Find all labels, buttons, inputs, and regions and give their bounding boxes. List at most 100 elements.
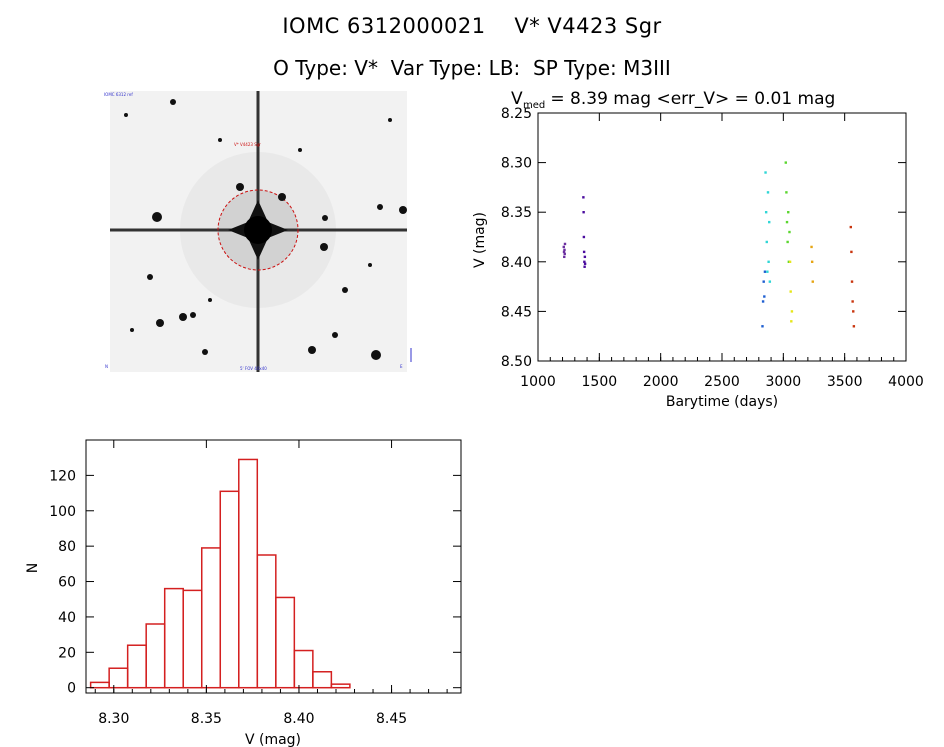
lc-data-point [766,270,769,273]
lc-x-tick-label: 3500 [827,374,863,390]
lc-data-point [850,250,853,254]
histogram-x-axis-label: V (mag) [245,732,301,747]
lc-data-point [785,220,789,224]
image-corner-left: N [105,364,108,369]
star-dot [368,263,372,267]
star-dot [308,346,316,354]
lc-data-point [784,161,787,164]
lc-data-point [582,235,586,239]
lc-data-point [768,220,771,224]
histogram-bar [182,589,203,689]
lc-data-point [764,171,767,174]
hist-x-tick-label: 8.35 [191,711,222,727]
lc-data-point [767,260,770,263]
lc-data-point [762,280,765,283]
histogram-panel: 8.30 8.35 8.40 8.45 0 20 40 60 80 100 120 V (mag)… [25,439,462,747]
lc-data-point [583,260,586,263]
star-dot [399,206,407,214]
lc-data-point [763,270,767,273]
lc-x-tick-label: 1000 [520,374,556,390]
histogram-y-axis-label: N [25,563,41,573]
lc-data-point [764,211,768,214]
star-dot [124,113,128,117]
image-marker-label: V* V4423 Sgr [234,142,261,147]
histogram-bar [108,667,129,689]
lightcurve-y-axis-label: V (mag) [472,212,488,268]
lc-x-tick-label: 1500 [582,374,618,390]
lc-y-tick-label: 8.35 [501,205,532,221]
star-dot [147,274,153,280]
lc-data-point [786,240,789,244]
hist-y-tick-label: 60 [58,575,76,591]
lc-data-point [849,225,852,229]
lc-data-point [562,245,565,249]
lc-data-point [788,260,792,263]
lc-data-point [810,245,813,249]
lc-data-point [582,250,586,254]
lc-x-tick-label: 4000 [888,374,924,390]
lc-y-tick-label: 8.50 [501,354,532,370]
histogram-bar [312,671,333,689]
star-field-image: IOMC 6312 ref V* V4423 Sgr 5' FOV 40x40 … [104,91,412,372]
lc-data-point [563,252,566,256]
lc-y-tick-label: 8.25 [501,106,532,122]
target-reticle [217,189,299,271]
star-dot [190,312,196,318]
star-dot [130,328,134,332]
hist-x-tick-label: 8.30 [98,711,129,727]
lc-data-point [562,250,566,254]
lc-data-point [766,191,770,194]
lc-data-point [583,255,587,259]
histogram-bar [89,681,110,689]
lc-x-tick-label: 3000 [766,374,802,390]
lc-data-point [852,310,855,313]
hist-y-tick-label: 40 [58,610,76,626]
histogram-bar [200,547,222,689]
lightcurve-header-v: V [511,89,523,109]
lc-data-point [789,290,792,293]
lc-data-point [788,230,791,234]
lightcurve-header-sub: med [523,100,545,111]
lc-data-point [563,255,566,259]
lc-data-point [785,191,788,194]
lc-data-point [851,300,854,303]
lc-y-tick-label: 8.40 [501,255,532,271]
star-dot [322,215,328,221]
histogram-bar [256,554,277,689]
lc-data-point [790,320,793,323]
image-label-bottom: 5' FOV 40x40 [240,366,267,371]
star-dot [208,298,212,302]
star-dot [170,99,176,105]
histogram-bar [145,623,166,689]
histogram-bar [275,596,296,689]
histogram-bar [163,587,184,689]
star-dot [278,193,286,201]
histogram-bar [293,649,314,689]
lc-y-tick-label: 8.30 [501,156,532,172]
lightcurve-panel: V med = 8.39 mag <err_V> = 0.01 mag 1000… [472,89,924,410]
star-dot [202,349,208,355]
histogram-bar [219,490,240,689]
lightcurve-x-axis-label: Barytime (days) [666,394,778,410]
lc-data-point [583,262,587,265]
lc-x-tick-label: 2500 [704,374,740,390]
lc-data-point [787,260,791,263]
lc-data-point [768,280,772,283]
lc-data-point [852,325,856,328]
lc-data-point [763,295,766,298]
lc-data-point [582,196,585,199]
star-dot [218,138,222,142]
hist-x-tick-label: 8.45 [376,711,407,727]
star-dot [332,332,338,338]
star-dot [371,350,381,360]
chart-title-line1: IOMC 6312000021 V* V4423 Sgr [282,14,662,38]
lightcurve-plot-frame [537,112,907,362]
lightcurve-header-rest: = 8.39 mag <err_V> = 0.01 mag [545,89,835,109]
star-dot [156,319,164,327]
lc-data-point [850,280,854,283]
hist-y-tick-label: 80 [58,539,76,555]
hist-y-tick-label: 20 [58,645,76,661]
lc-data-point [787,211,790,214]
hist-y-tick-label: 0 [67,681,76,697]
